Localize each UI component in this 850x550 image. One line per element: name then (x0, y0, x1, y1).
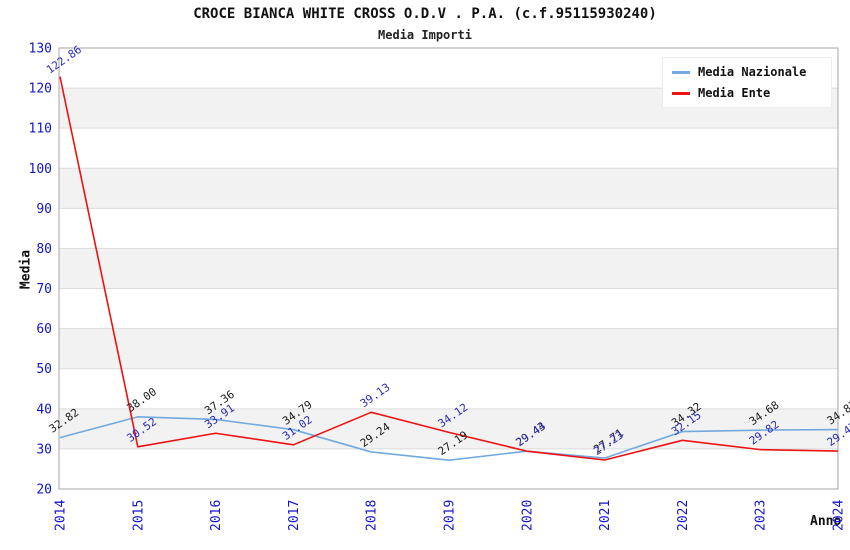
chart-title: CROCE BIANCA WHITE CROSS O.D.V . P.A. (c… (193, 6, 657, 22)
svg-text:2015: 2015 (131, 500, 146, 531)
svg-text:2018: 2018 (365, 500, 380, 531)
legend: Media Nazionale Media Ente (662, 57, 832, 108)
svg-text:20: 20 (36, 483, 52, 498)
svg-text:30: 30 (36, 442, 52, 457)
legend-label-media-ente: Media Ente (698, 86, 771, 100)
svg-text:2017: 2017 (287, 500, 302, 531)
svg-text:2014: 2014 (54, 500, 69, 531)
svg-text:80: 80 (36, 242, 52, 257)
svg-text:100: 100 (29, 162, 52, 177)
svg-text:50: 50 (36, 362, 52, 377)
svg-text:39.13: 39.13 (358, 381, 393, 411)
svg-text:2022: 2022 (676, 500, 691, 531)
svg-text:2020: 2020 (520, 500, 535, 531)
svg-text:2024: 2024 (832, 500, 847, 531)
svg-text:90: 90 (36, 202, 52, 217)
chart-subtitle: Media Importi (378, 28, 472, 42)
x-axis-title: Anno (810, 514, 842, 529)
svg-text:110: 110 (29, 122, 52, 137)
svg-text:2019: 2019 (443, 500, 458, 531)
svg-text:130: 130 (29, 42, 52, 57)
svg-text:70: 70 (36, 282, 52, 297)
svg-text:60: 60 (36, 322, 52, 337)
svg-text:2016: 2016 (209, 500, 224, 531)
svg-text:120: 120 (29, 82, 52, 97)
media-nazionale-line-swatch (672, 70, 690, 74)
media-ente-line-swatch (672, 91, 690, 95)
legend-label-media-nazionale: Media Nazionale (698, 65, 807, 79)
svg-text:2021: 2021 (598, 500, 613, 531)
svg-text:2023: 2023 (754, 500, 769, 531)
svg-text:40: 40 (36, 402, 52, 417)
legend-item-media-ente: Media Ente (672, 86, 822, 100)
legend-item-media-nazionale: Media Nazionale (672, 65, 822, 79)
